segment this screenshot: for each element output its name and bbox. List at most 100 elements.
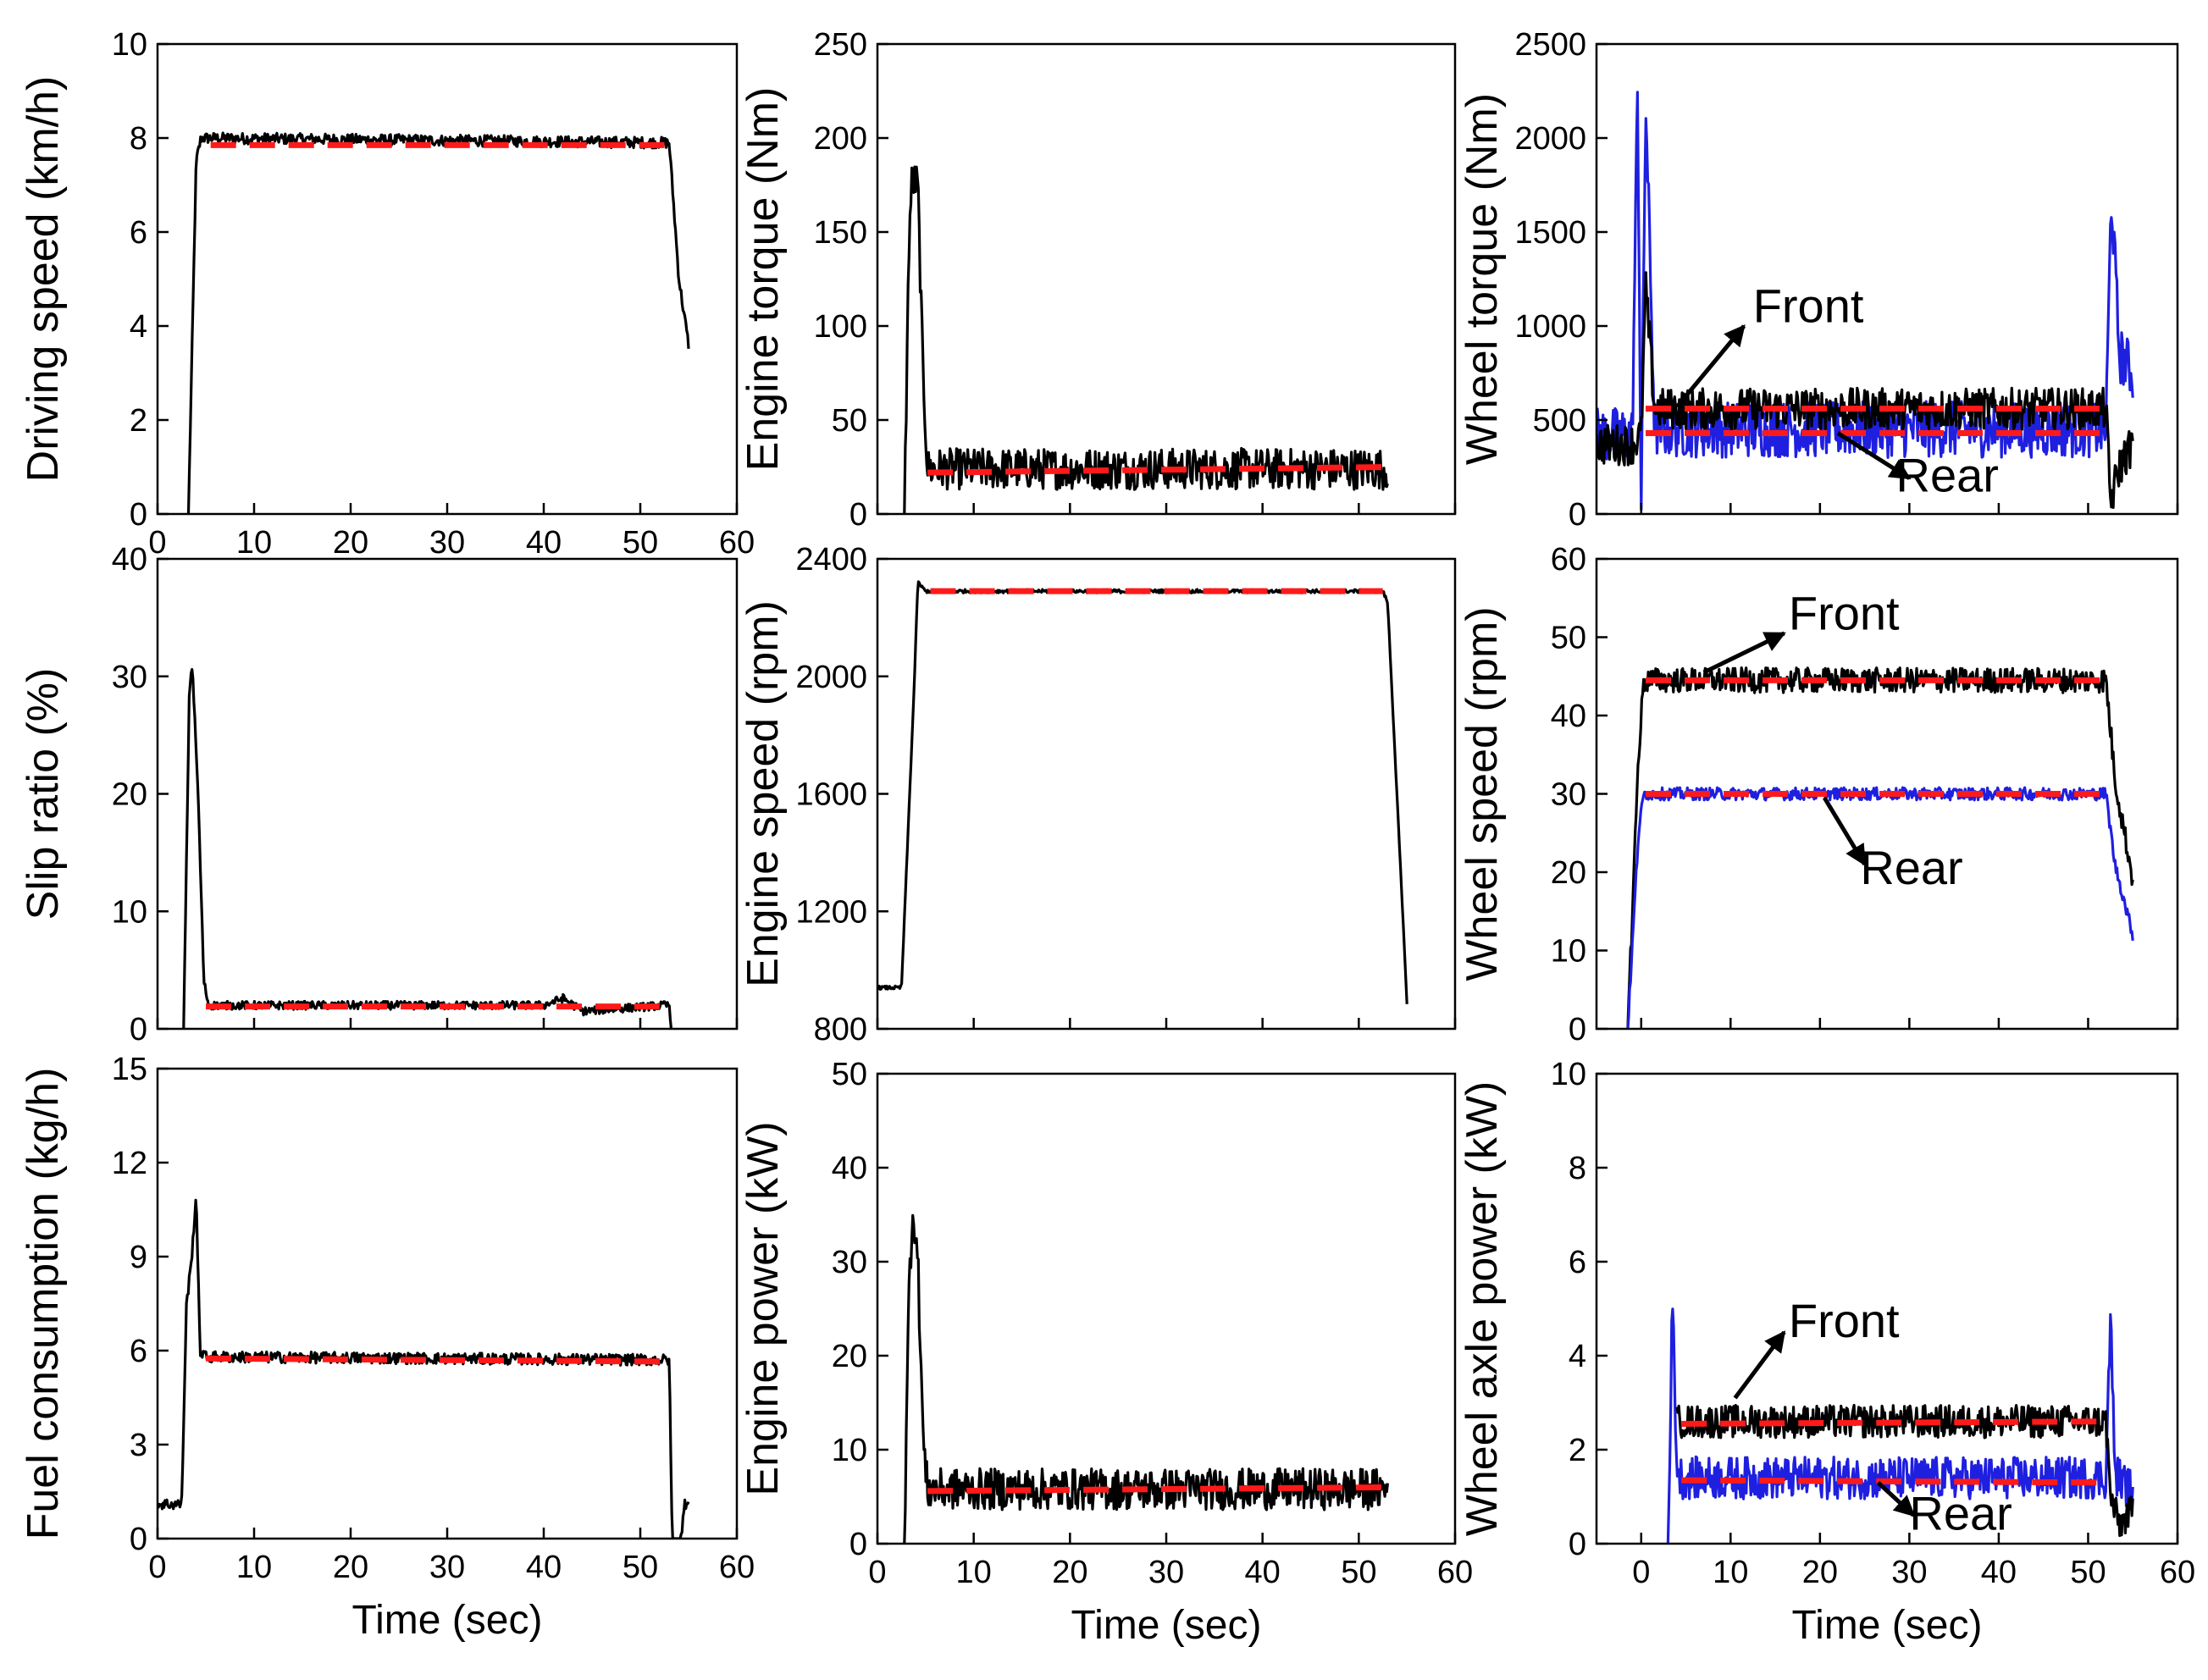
driving-speed-frame [156, 42, 739, 516]
engine-torque-ytick-label: 250 [814, 27, 867, 63]
panel-engine-power: 0 10 20 30 40 50 0 10 20 30 40 50 60 Engine power (kW… [739, 1057, 1473, 1648]
engine-torque-ytick-label: 0 [849, 497, 867, 533]
engine-speed-ytick-label: 1600 [795, 777, 867, 813]
driving-speed-xtick-label: 60 [719, 525, 755, 561]
fuel-consumption-xtick-label: 0 [148, 1550, 166, 1585]
panel-slip-ratio: 0 10 20 30 40 Slip ratio (%) [19, 542, 739, 1047]
engine-power-xtick-label: 10 [956, 1555, 992, 1590]
wheel-torque-series-rear [1597, 91, 2134, 511]
slip-ratio-ytick-label: 10 [112, 894, 147, 930]
wheel-torque-ytick-label: 1500 [1514, 215, 1586, 251]
wheel-torque-ytick-label: 2000 [1514, 121, 1586, 157]
wheel-axle-power-xtick-label: 50 [2070, 1555, 2106, 1590]
wheel-torque-series-front [1597, 271, 2134, 509]
driving-speed-xtick-label: 10 [236, 525, 272, 561]
fuel-consumption-ytick-label: 9 [130, 1240, 147, 1275]
wheel-axle-power-series-rear [1666, 1307, 2134, 1544]
wheel-torque-ylabel: Wheel torque (Nm) [1458, 93, 1507, 465]
driving-speed-xtick-label: 30 [429, 525, 465, 561]
engine-speed-ylabel: Engine speed (rpm) [739, 600, 788, 987]
slip-ratio-ytick-label: 0 [130, 1012, 147, 1047]
slip-ratio-ylabel: Slip ratio (%) [19, 668, 68, 920]
engine-speed-frame [876, 557, 1457, 1031]
engine-power-ytick-label: 30 [832, 1245, 867, 1280]
engine-power-ytick-label: 10 [832, 1433, 867, 1468]
wheel-axle-power-ytick-label: 8 [1569, 1151, 1586, 1186]
engine-torque-plot-area [903, 165, 1389, 514]
wheel-torque-ytick-label: 2500 [1514, 27, 1586, 63]
wheel-axle-power-annotation-arrow [1733, 1330, 1786, 1400]
engine-power-xlabel: Time (sec) [1071, 1603, 1262, 1648]
fuel-consumption-xlabel: Time (sec) [352, 1598, 543, 1643]
panel-driving-speed: 0 2 4 6 8 10 0 10 20 30 40 50 60 Driving speed (km/h) [19, 27, 755, 561]
driving-speed-xtick-label: 20 [333, 525, 368, 561]
wheel-axle-power-ylabel: Wheel axle power (kW) [1458, 1081, 1507, 1536]
wheel-axle-power-plot-area [1666, 1307, 2134, 1544]
wheel-speed-ytick-label: 20 [1551, 855, 1586, 891]
wheel-speed-series-rear [1626, 786, 2134, 1029]
engine-speed-ytick-label: 2000 [795, 660, 867, 695]
wheel-speed-ytick-label: 10 [1551, 934, 1586, 970]
wheel-axle-power-xtick-label: 10 [1713, 1555, 1748, 1590]
wheel-axle-power-series-rear-average [1681, 1477, 2106, 1486]
fuel-consumption-ylabel: Fuel consumption (kg/h) [19, 1068, 68, 1540]
slip-ratio-plot-area [182, 667, 673, 1029]
wheel-torque-annotation-arrow [1836, 431, 1912, 480]
wheel-speed-plot-area [1626, 666, 2134, 1029]
wheel-speed-ytick-label: 50 [1551, 621, 1586, 656]
wheel-speed-annotation-rear: Rear [1860, 841, 1962, 894]
fuel-consumption-ytick-label: 3 [130, 1428, 147, 1463]
engine-speed-ytick-label: 800 [814, 1012, 867, 1047]
driving-speed-ytick-label: 10 [112, 27, 147, 63]
panel-engine-torque: 0 50 100 150 200 250 Engine torque (Nm) [739, 27, 1457, 533]
slip-ratio-frame [156, 557, 739, 1031]
engine-speed-series-measured [877, 580, 1408, 1004]
slip-ratio-ytick-label: 40 [112, 542, 147, 578]
fuel-consumption-xtick-label: 60 [719, 1550, 755, 1585]
wheel-speed-ytick-label: 40 [1551, 699, 1586, 734]
wheel-axle-power-ytick-label: 4 [1569, 1339, 1586, 1374]
fuel-consumption-ytick-label: 12 [112, 1146, 147, 1181]
engine-power-series-measured [903, 1213, 1389, 1544]
wheel-torque-plot-area [1597, 91, 2134, 511]
wheel-axle-power-xtick-label: 60 [2160, 1555, 2195, 1590]
wheel-speed-annotation-front: Front [1789, 586, 1900, 639]
engine-power-plot-area [903, 1213, 1389, 1544]
fuel-consumption-ytick-label: 0 [130, 1522, 147, 1557]
driving-speed-plot-area [186, 131, 690, 514]
fuel-consumption-xtick-label: 20 [333, 1550, 368, 1585]
wheel-axle-power-xlabel: Time (sec) [1792, 1603, 1983, 1648]
wheel-axle-power-frame [1595, 1072, 2179, 1545]
panel-wheel-axle-power: 0 2 4 6 8 10 0 10 20 30 40 50 60 Wheel axle power (kW… [1458, 1057, 2195, 1648]
fuel-consumption-frame [156, 1067, 739, 1540]
driving-speed-ytick-label: 2 [130, 403, 147, 439]
wheel-axle-power-annotation-arrow [1876, 1481, 1916, 1517]
wheel-speed-annotation-arrow [1822, 796, 1867, 866]
panel-fuel-consumption: 0 3 6 9 12 15 0 10 20 30 40 50 60 Fuel consumption (k… [19, 1052, 755, 1643]
wheel-torque-ytick-label: 1000 [1514, 309, 1586, 345]
wheel-axle-power-xtick-label: 40 [1981, 1555, 2017, 1590]
wheel-speed-ytick-label: 30 [1551, 777, 1586, 813]
wheel-axle-power-xtick-label: 30 [1891, 1555, 1927, 1590]
engine-power-xtick-label: 60 [1437, 1555, 1473, 1590]
wheel-axle-power-series-front [1675, 1403, 2134, 1538]
engine-torque-ytick-label: 50 [832, 403, 867, 439]
wheel-torque-frame [1595, 42, 2179, 516]
wheel-axle-power-annotation-front: Front [1789, 1294, 1900, 1347]
driving-speed-xtick-label: 40 [526, 525, 562, 561]
engine-torque-series-measured [903, 165, 1389, 514]
fuel-consumption-xtick-label: 10 [236, 1550, 272, 1585]
wheel-torque-annotation-rear: Rear [1896, 448, 1999, 501]
fuel-consumption-plot-area [158, 1198, 690, 1539]
wheel-speed-ytick-label: 60 [1551, 542, 1586, 578]
wheel-axle-power-series-front-average [1681, 1418, 2106, 1427]
engine-torque-ylabel: Engine torque (Nm) [739, 87, 788, 472]
fuel-consumption-ytick-label: 15 [112, 1052, 147, 1087]
fuel-consumption-xtick-label: 30 [429, 1550, 465, 1585]
engine-power-xtick-label: 40 [1245, 1555, 1281, 1590]
driving-speed-ytick-label: 0 [130, 497, 147, 533]
engine-speed-plot-area [877, 580, 1408, 1004]
